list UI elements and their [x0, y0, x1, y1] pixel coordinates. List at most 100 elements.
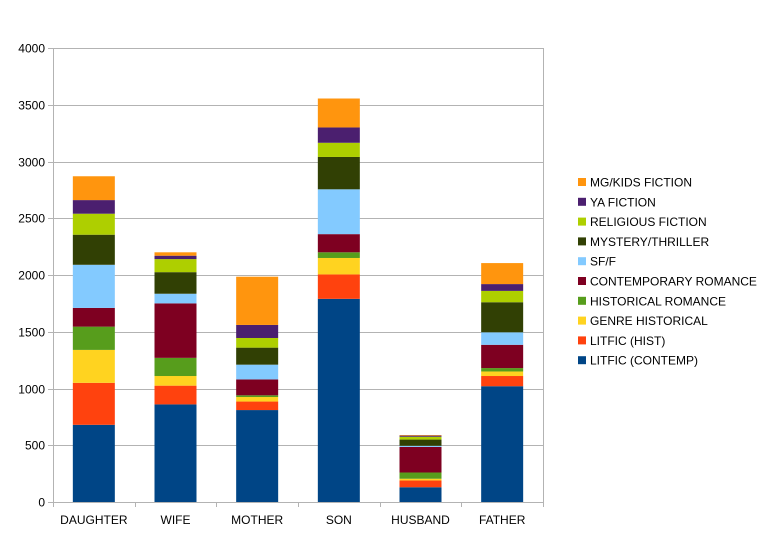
y-tick-label: 3500 — [18, 99, 45, 113]
bar-segment-son-6 — [317, 156, 360, 190]
legend-label: MYSTERY/THRILLER — [590, 235, 709, 249]
bar-segment-mother-3 — [236, 395, 279, 398]
legend-swatch — [578, 316, 586, 325]
bar-segment-mother-1 — [236, 401, 279, 411]
bar-segment-wife-6 — [154, 272, 197, 294]
bar-segment-daughter-8 — [72, 200, 115, 214]
x-category-label: DAUGHTER — [60, 513, 128, 527]
y-tick-label: 2000 — [18, 269, 45, 283]
bar-segment-husband-1 — [399, 480, 442, 488]
bar-segment-son-0 — [317, 298, 360, 502]
bar-segment-father-5 — [481, 332, 524, 345]
legend-swatch — [578, 336, 586, 345]
legend-label: LITFIC (HIST) — [590, 334, 665, 348]
y-tick-label: 4000 — [18, 42, 45, 56]
bar-segment-mother-2 — [236, 397, 279, 402]
bar-segment-daughter-4 — [72, 307, 115, 327]
x-category-label: FATHER — [479, 513, 526, 527]
bar-segment-wife-2 — [154, 376, 197, 386]
y-tick-label: 1500 — [18, 326, 45, 340]
y-tick-labels: 0 500 1000 1500 2000 2500 3000 3500 4000 — [18, 42, 45, 510]
bar-segment-father-0 — [481, 386, 524, 502]
bar-segment-husband-3 — [399, 472, 442, 479]
x-category-label: MOTHER — [231, 513, 283, 527]
bar-segment-wife-3 — [154, 357, 197, 377]
bar-segment-daughter-0 — [72, 424, 115, 502]
x-category-labels: DAUGHTER WIFE MOTHER SON HUSBAND FATHER — [60, 513, 526, 527]
bar-segment-father-7 — [481, 290, 524, 303]
bar-segment-mother-8 — [236, 324, 279, 338]
x-category-label: SON — [326, 513, 352, 527]
bar-segment-daughter-5 — [72, 264, 115, 308]
bar-segment-daughter-9 — [72, 176, 115, 201]
bar-segment-daughter-2 — [72, 349, 115, 383]
x-category-label: WIFE — [161, 513, 191, 527]
legend-swatch — [578, 237, 586, 246]
legend-label: LITFIC (CONTEMP) — [590, 354, 698, 368]
y-tick-label: 1000 — [18, 383, 45, 397]
bar-segment-daughter-6 — [72, 234, 115, 265]
legend-swatch — [578, 178, 586, 186]
legend-label: GENRE HISTORICAL — [590, 314, 708, 328]
bars — [72, 98, 524, 502]
bar-segment-son-3 — [317, 252, 360, 258]
bar-segment-husband-8 — [399, 435, 442, 437]
legend-label: CONTEMPORARY ROMANCE — [590, 275, 757, 289]
bar-segment-father-9 — [481, 263, 524, 285]
legend-label: RELIGIOUS FICTION — [590, 215, 707, 229]
bar-segment-husband-9 — [399, 435, 442, 436]
y-tick-label: 500 — [25, 439, 45, 453]
bar-segment-mother-6 — [236, 347, 279, 365]
y-tick-label: 2500 — [18, 212, 45, 226]
bar-segment-mother-7 — [236, 337, 279, 348]
bar-segment-wife-5 — [154, 293, 197, 304]
bar-segment-mother-9 — [236, 276, 279, 325]
bar-segment-father-2 — [481, 371, 524, 377]
bar-segment-father-8 — [481, 284, 524, 291]
bar-segment-daughter-1 — [72, 382, 115, 425]
bar-segment-father-4 — [481, 344, 524, 369]
bar-segment-husband-7 — [399, 436, 442, 440]
legend-swatch — [578, 197, 586, 206]
legend-swatch — [578, 257, 586, 266]
y-tick-label: 3000 — [18, 156, 45, 170]
bar-segment-son-1 — [317, 274, 360, 299]
legend: MG/KIDS FICTION YA FICTION RELIGIOUS FICTI… — [578, 176, 757, 368]
bar-segment-husband-5 — [399, 445, 442, 447]
bar-segment-daughter-3 — [72, 326, 115, 350]
bar-segment-husband-6 — [399, 439, 442, 446]
x-category-label: HUSBAND — [391, 513, 450, 527]
bar-segment-husband-2 — [399, 478, 442, 481]
bar-segment-son-7 — [317, 142, 360, 157]
bar-segment-wife-8 — [154, 255, 197, 260]
bar-segment-father-1 — [481, 376, 524, 387]
legend-label: SF/F — [590, 255, 616, 269]
legend-swatch — [578, 277, 586, 285]
legend-swatch — [578, 296, 586, 305]
bar-segment-mother-4 — [236, 379, 279, 396]
bar-segment-son-9 — [317, 98, 360, 128]
bar-segment-wife-4 — [154, 303, 197, 358]
bar-segment-son-8 — [317, 127, 360, 143]
y-tick-label: 0 — [38, 496, 45, 510]
bar-segment-son-4 — [317, 234, 360, 253]
legend-label: YA FICTION — [590, 195, 656, 209]
legend-label: HISTORICAL ROMANCE — [590, 294, 726, 308]
bar-segment-wife-0 — [154, 404, 197, 502]
axes — [53, 48, 544, 507]
bar-segment-wife-9 — [154, 252, 197, 256]
bar-segment-mother-5 — [236, 364, 279, 380]
legend-swatch — [578, 217, 586, 226]
bar-segment-father-3 — [481, 368, 524, 372]
grid-lines — [48, 48, 543, 503]
bar-segment-husband-0 — [399, 487, 442, 502]
bar-segment-mother-0 — [236, 410, 279, 502]
legend-label: MG/KIDS FICTION — [590, 176, 692, 190]
bar-segment-daughter-7 — [72, 213, 115, 235]
bar-segment-wife-1 — [154, 385, 197, 405]
bar-segment-son-5 — [317, 189, 360, 235]
bar-segment-wife-7 — [154, 259, 197, 273]
bar-segment-father-6 — [481, 302, 524, 333]
bar-segment-husband-4 — [399, 446, 442, 473]
